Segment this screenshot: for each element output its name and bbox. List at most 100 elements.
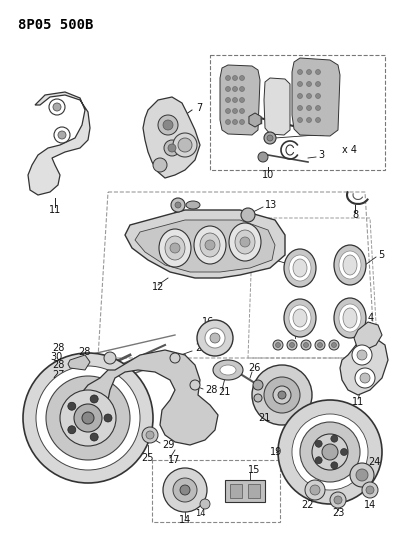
Text: 15: 15	[248, 465, 260, 475]
Circle shape	[163, 468, 207, 512]
Polygon shape	[143, 97, 200, 178]
Text: 4: 4	[368, 313, 374, 323]
Circle shape	[240, 76, 244, 80]
Text: 12: 12	[152, 282, 164, 292]
Circle shape	[36, 366, 140, 470]
Circle shape	[316, 93, 320, 99]
Polygon shape	[78, 350, 218, 445]
Ellipse shape	[339, 304, 361, 332]
Circle shape	[297, 117, 302, 123]
Circle shape	[74, 404, 102, 432]
Circle shape	[305, 480, 325, 500]
Text: 30: 30	[50, 352, 62, 362]
Text: 18: 18	[252, 385, 264, 395]
Circle shape	[350, 463, 374, 487]
Circle shape	[267, 135, 273, 141]
Circle shape	[226, 86, 230, 92]
Circle shape	[200, 499, 210, 509]
Polygon shape	[340, 338, 388, 395]
Circle shape	[240, 109, 244, 114]
Ellipse shape	[293, 309, 307, 327]
Circle shape	[273, 386, 291, 404]
Circle shape	[23, 353, 153, 483]
Circle shape	[210, 333, 220, 343]
Text: 16: 16	[202, 317, 214, 327]
Circle shape	[168, 144, 176, 152]
Circle shape	[226, 119, 230, 125]
Circle shape	[322, 444, 338, 460]
Circle shape	[82, 412, 94, 424]
Bar	[210, 55, 385, 170]
Circle shape	[306, 117, 312, 123]
Circle shape	[297, 93, 302, 99]
Polygon shape	[354, 322, 382, 350]
Text: 28: 28	[195, 343, 207, 353]
Circle shape	[357, 350, 367, 360]
Circle shape	[264, 132, 276, 144]
Ellipse shape	[343, 255, 357, 275]
Circle shape	[316, 69, 320, 75]
Circle shape	[306, 69, 312, 75]
Text: 24: 24	[368, 457, 380, 467]
Circle shape	[331, 435, 338, 442]
Text: 28: 28	[52, 360, 64, 370]
Ellipse shape	[229, 223, 261, 261]
Text: 7: 7	[196, 103, 202, 113]
Circle shape	[310, 485, 320, 495]
Text: 25: 25	[142, 453, 154, 463]
Circle shape	[278, 400, 382, 504]
Text: 21: 21	[258, 413, 270, 423]
Polygon shape	[220, 65, 260, 135]
Ellipse shape	[339, 251, 361, 279]
Circle shape	[90, 433, 98, 441]
Ellipse shape	[235, 230, 255, 254]
Text: 28: 28	[205, 385, 217, 395]
Circle shape	[315, 340, 325, 350]
Circle shape	[254, 394, 262, 402]
Text: 27: 27	[85, 383, 98, 393]
Polygon shape	[28, 92, 90, 195]
Circle shape	[90, 395, 98, 403]
Circle shape	[240, 86, 244, 92]
Circle shape	[306, 106, 312, 110]
Circle shape	[163, 120, 173, 130]
Ellipse shape	[334, 245, 366, 285]
Ellipse shape	[194, 226, 226, 264]
Circle shape	[312, 434, 348, 470]
Circle shape	[300, 422, 360, 482]
Ellipse shape	[334, 298, 366, 338]
Text: 14: 14	[364, 500, 376, 510]
Ellipse shape	[220, 365, 236, 375]
Circle shape	[362, 482, 378, 498]
Circle shape	[330, 492, 346, 508]
Circle shape	[58, 131, 66, 139]
Circle shape	[301, 340, 311, 350]
Polygon shape	[264, 78, 290, 135]
Circle shape	[355, 368, 375, 388]
Circle shape	[226, 98, 230, 102]
Circle shape	[275, 343, 281, 348]
Circle shape	[315, 457, 322, 464]
Polygon shape	[68, 355, 90, 370]
Circle shape	[258, 152, 268, 162]
Circle shape	[297, 69, 302, 75]
Circle shape	[297, 82, 302, 86]
Circle shape	[226, 76, 230, 80]
Circle shape	[315, 440, 322, 447]
Circle shape	[240, 237, 250, 247]
Circle shape	[232, 98, 238, 102]
Circle shape	[316, 106, 320, 110]
Circle shape	[241, 208, 255, 222]
Circle shape	[197, 320, 233, 356]
Text: 2: 2	[318, 128, 324, 138]
Circle shape	[226, 109, 230, 114]
Circle shape	[356, 469, 368, 481]
Circle shape	[54, 127, 70, 143]
Circle shape	[278, 391, 286, 399]
Text: 3: 3	[318, 150, 324, 160]
Circle shape	[232, 109, 238, 114]
Circle shape	[173, 478, 197, 502]
Circle shape	[60, 390, 116, 446]
Circle shape	[331, 462, 338, 469]
Polygon shape	[292, 58, 340, 136]
